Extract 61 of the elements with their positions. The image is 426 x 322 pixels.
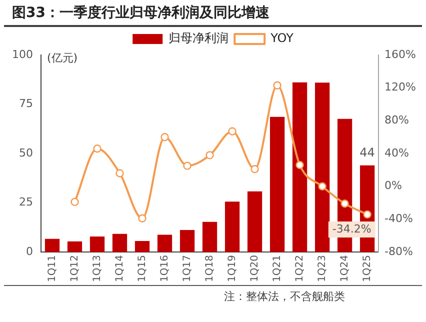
data-label: 44 [360,145,375,160]
point [250,165,259,174]
y-tick-label: 25 [18,196,33,209]
point [318,182,326,190]
bar [180,230,195,252]
x-tick-label: 1Q16 [159,255,170,282]
x-tick-label: 1Q20 [249,255,260,282]
point [273,81,282,90]
point [228,127,236,136]
y2-tick-label: 40% [384,146,410,160]
bar [314,82,330,252]
point [93,144,102,153]
bar [270,116,285,252]
x-tick-label: 1Q19 [226,255,238,282]
bar [67,241,82,252]
y-tick-label: 75 [18,97,33,110]
y-tick-label: 100 [12,48,33,61]
y-axis-title: (亿元) [46,51,78,64]
x-tick-label: 1Q17 [182,255,193,282]
y-tick-label: 0 [26,244,33,258]
y-tick-label: 50 [18,146,33,160]
point [206,151,214,160]
x-tick-label: 1Q18 [204,255,216,282]
y2-tick-label: -40% [384,212,413,226]
data-label: -34.2% [332,222,372,236]
point [340,200,349,208]
y2-tick-label: -80% [384,244,413,258]
x-tick-label: 1Q15 [136,255,148,282]
bar [157,234,172,252]
x-tick-label: 1Q14 [114,255,126,282]
point [70,198,79,206]
bar [112,234,128,252]
x-tick-label: 1Q11 [46,255,58,282]
bar [292,82,308,252]
point [160,133,169,142]
bar [134,241,150,252]
point [363,210,372,219]
point [296,160,304,170]
point [183,162,192,170]
y2-tick-label: 80% [384,114,410,127]
y2-tick-label: 120% [384,80,416,94]
x-tick-label: 1Q25 [362,255,373,282]
bar [90,236,105,252]
x-tick-label: 1Q24 [339,255,350,282]
legend-label: YOY [270,31,294,46]
text: 注：整体法，不含舰船类 [224,290,345,303]
legend-label: 归母净利润 [168,31,229,46]
bar [44,238,60,252]
x-tick-label: 1Q21 [272,255,283,282]
point [116,169,124,178]
x-tick-label: 1Q23 [316,255,328,282]
y2-tick-label: 0% [384,179,402,192]
chart-title: 图33：一季度行业归母净利润及同比增速 [4,0,422,27]
x-tick-label: 1Q13 [92,255,103,282]
bar [202,222,218,252]
bar [247,191,262,252]
point [138,214,146,222]
x-tick-label: 1Q22 [294,255,306,282]
y2-tick-label: 160% [384,48,416,61]
x-tick-label: 1Q12 [69,255,80,282]
bar [224,202,240,252]
